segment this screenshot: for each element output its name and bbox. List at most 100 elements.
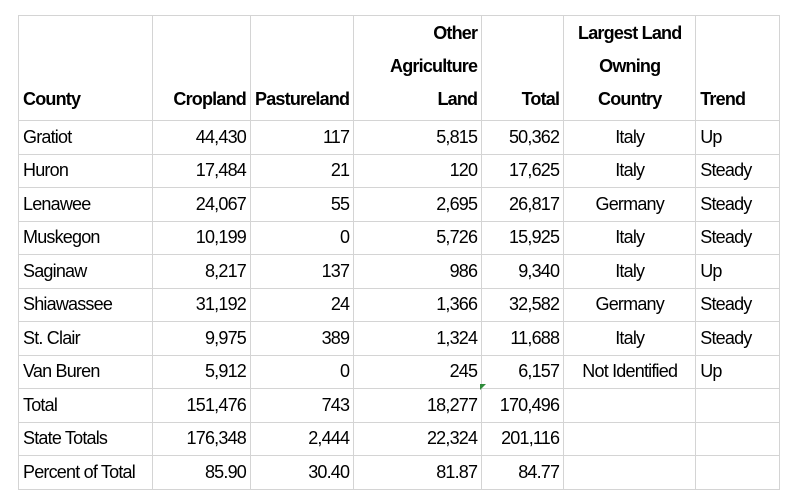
table-cell: Lenawee (18, 187, 153, 222)
table-cell: Steady (695, 187, 781, 222)
header-text: Other (433, 23, 478, 43)
table-cell: 32,582 (481, 287, 565, 322)
table-cell: 18,277 (353, 388, 483, 423)
header-text: Trend (700, 89, 746, 109)
table-cell: 1,366 (353, 287, 483, 322)
table-cell: Italy (563, 153, 697, 188)
table-cell: 151,476 (152, 388, 251, 423)
table-cell (563, 421, 697, 456)
table-cell: Germany (563, 187, 697, 222)
header-text: Agriculture (390, 56, 478, 76)
table-row: Muskegon 10,199 0 5,726 15,925 Italy Steady (18, 220, 781, 255)
table-cell (563, 455, 697, 490)
table-cell: 5,912 (152, 354, 251, 389)
table-row: State Totals 176,348 2,444 22,324 201,116 (18, 421, 781, 456)
column-header: County (18, 15, 153, 121)
table-cell: 21 (249, 153, 355, 188)
column-header: Trend (695, 15, 781, 121)
table-row: Saginaw 8,217 137 986 9,340 Italy Up (18, 254, 781, 289)
table-cell: 389 (249, 321, 355, 356)
table-cell: Up (695, 254, 781, 289)
header-text: Owning (599, 56, 661, 76)
table-cell: 11,688 (481, 321, 565, 356)
table-cell: 31,192 (152, 287, 251, 322)
table-cell: Germany (563, 287, 697, 322)
table-cell: 55 (249, 187, 355, 222)
table-cell: 44,430 (152, 120, 251, 155)
table-cell: 15,925 (481, 220, 565, 255)
column-header: Cropland (152, 15, 251, 121)
table-cell: 30.40 (249, 455, 355, 490)
table-cell: Steady (695, 220, 781, 255)
table-row: Van Buren 5,912 0 245 6,157 Not Identified Up (18, 354, 781, 389)
table-cell: 84.77 (481, 455, 565, 490)
table-cell: Up (695, 120, 781, 155)
header-text: County (23, 89, 81, 109)
table-cell: 9,975 (152, 321, 251, 356)
table-cell: 743 (249, 388, 355, 423)
column-header: Other Agriculture Land (353, 15, 483, 121)
table-cell: 9,340 (481, 254, 565, 289)
table-cell: 986 (353, 254, 483, 289)
table-cell: 5,726 (353, 220, 483, 255)
table-cell (563, 388, 697, 423)
table-row: Total 151,476 743 18,277 170,496 (18, 388, 781, 423)
table-cell: 1,324 (353, 321, 483, 356)
header-text: Land (437, 89, 478, 109)
header-text: Country (598, 89, 662, 109)
table-cell: Total (18, 388, 153, 423)
table-cell: Percent of Total (18, 455, 153, 490)
table-cell: 201,116 (481, 421, 565, 456)
table-cell: St. Clair (18, 321, 153, 356)
table-cell (695, 421, 781, 456)
table-cell: Van Buren (18, 354, 153, 389)
table-cell: 6,157 (481, 354, 565, 389)
table-cell: Saginaw (18, 254, 153, 289)
table-cell: 137 (249, 254, 355, 289)
table-cell: Steady (695, 321, 781, 356)
table-cell: Italy (563, 120, 697, 155)
table-cell: 170,496 (481, 388, 565, 423)
column-header: Pastureland (249, 15, 355, 121)
table-cell: State Totals (18, 421, 153, 456)
table-row: Shiawassee 31,192 24 1,366 32,582 Germany Stea… (18, 287, 781, 322)
table-cell: Muskegon (18, 220, 153, 255)
table-row: Lenawee 24,067 55 2,695 26,817 Germany Steady (18, 187, 781, 222)
table-cell: 26,817 (481, 187, 565, 222)
table-cell: 50,362 (481, 120, 565, 155)
header-text: Cropland (173, 89, 246, 109)
table-cell: 120 (353, 153, 483, 188)
table-cell: Italy (563, 254, 697, 289)
table-cell: Up (695, 354, 781, 389)
table-row: Gratiot 44,430 117 5,815 50,362 Italy Up (18, 120, 781, 155)
table-cell: 117 (249, 120, 355, 155)
table-cell: 17,484 (152, 153, 251, 188)
table-cell: 8,217 (152, 254, 251, 289)
spreadsheet-table: County Cropland Pastureland Other Agricultur… (18, 15, 781, 490)
table-cell: Italy (563, 321, 697, 356)
cell-comment-marker (480, 384, 486, 390)
table-cell: Shiawassee (18, 287, 153, 322)
header-text: Largest Land (578, 23, 682, 43)
table-cell: Huron (18, 153, 153, 188)
table-cell: 5,815 (353, 120, 483, 155)
table-cell: 0 (249, 220, 355, 255)
table-cell: 2,444 (249, 421, 355, 456)
table-cell: Italy (563, 220, 697, 255)
table-cell: 85.90 (152, 455, 251, 490)
table-cell: Gratiot (18, 120, 153, 155)
table-cell: 0 (249, 354, 355, 389)
table-row: St. Clair 9,975 389 1,324 11,688 Italy Steady (18, 321, 781, 356)
table-cell: 24,067 (152, 187, 251, 222)
table-cell: 2,695 (353, 187, 483, 222)
header-text: Total (521, 89, 560, 109)
header-row: County Cropland Pastureland Other Agricultur… (18, 15, 781, 121)
table-cell: 22,324 (353, 421, 483, 456)
table-row: Percent of Total 85.90 30.40 81.87 84.77 (18, 455, 781, 490)
header-text: Pastureland (255, 89, 350, 109)
table-row: Huron 17,484 21 120 17,625 Italy Steady (18, 153, 781, 188)
table-cell: 10,199 (152, 220, 251, 255)
table-cell: 81.87 (353, 455, 483, 490)
table-cell (695, 455, 781, 490)
